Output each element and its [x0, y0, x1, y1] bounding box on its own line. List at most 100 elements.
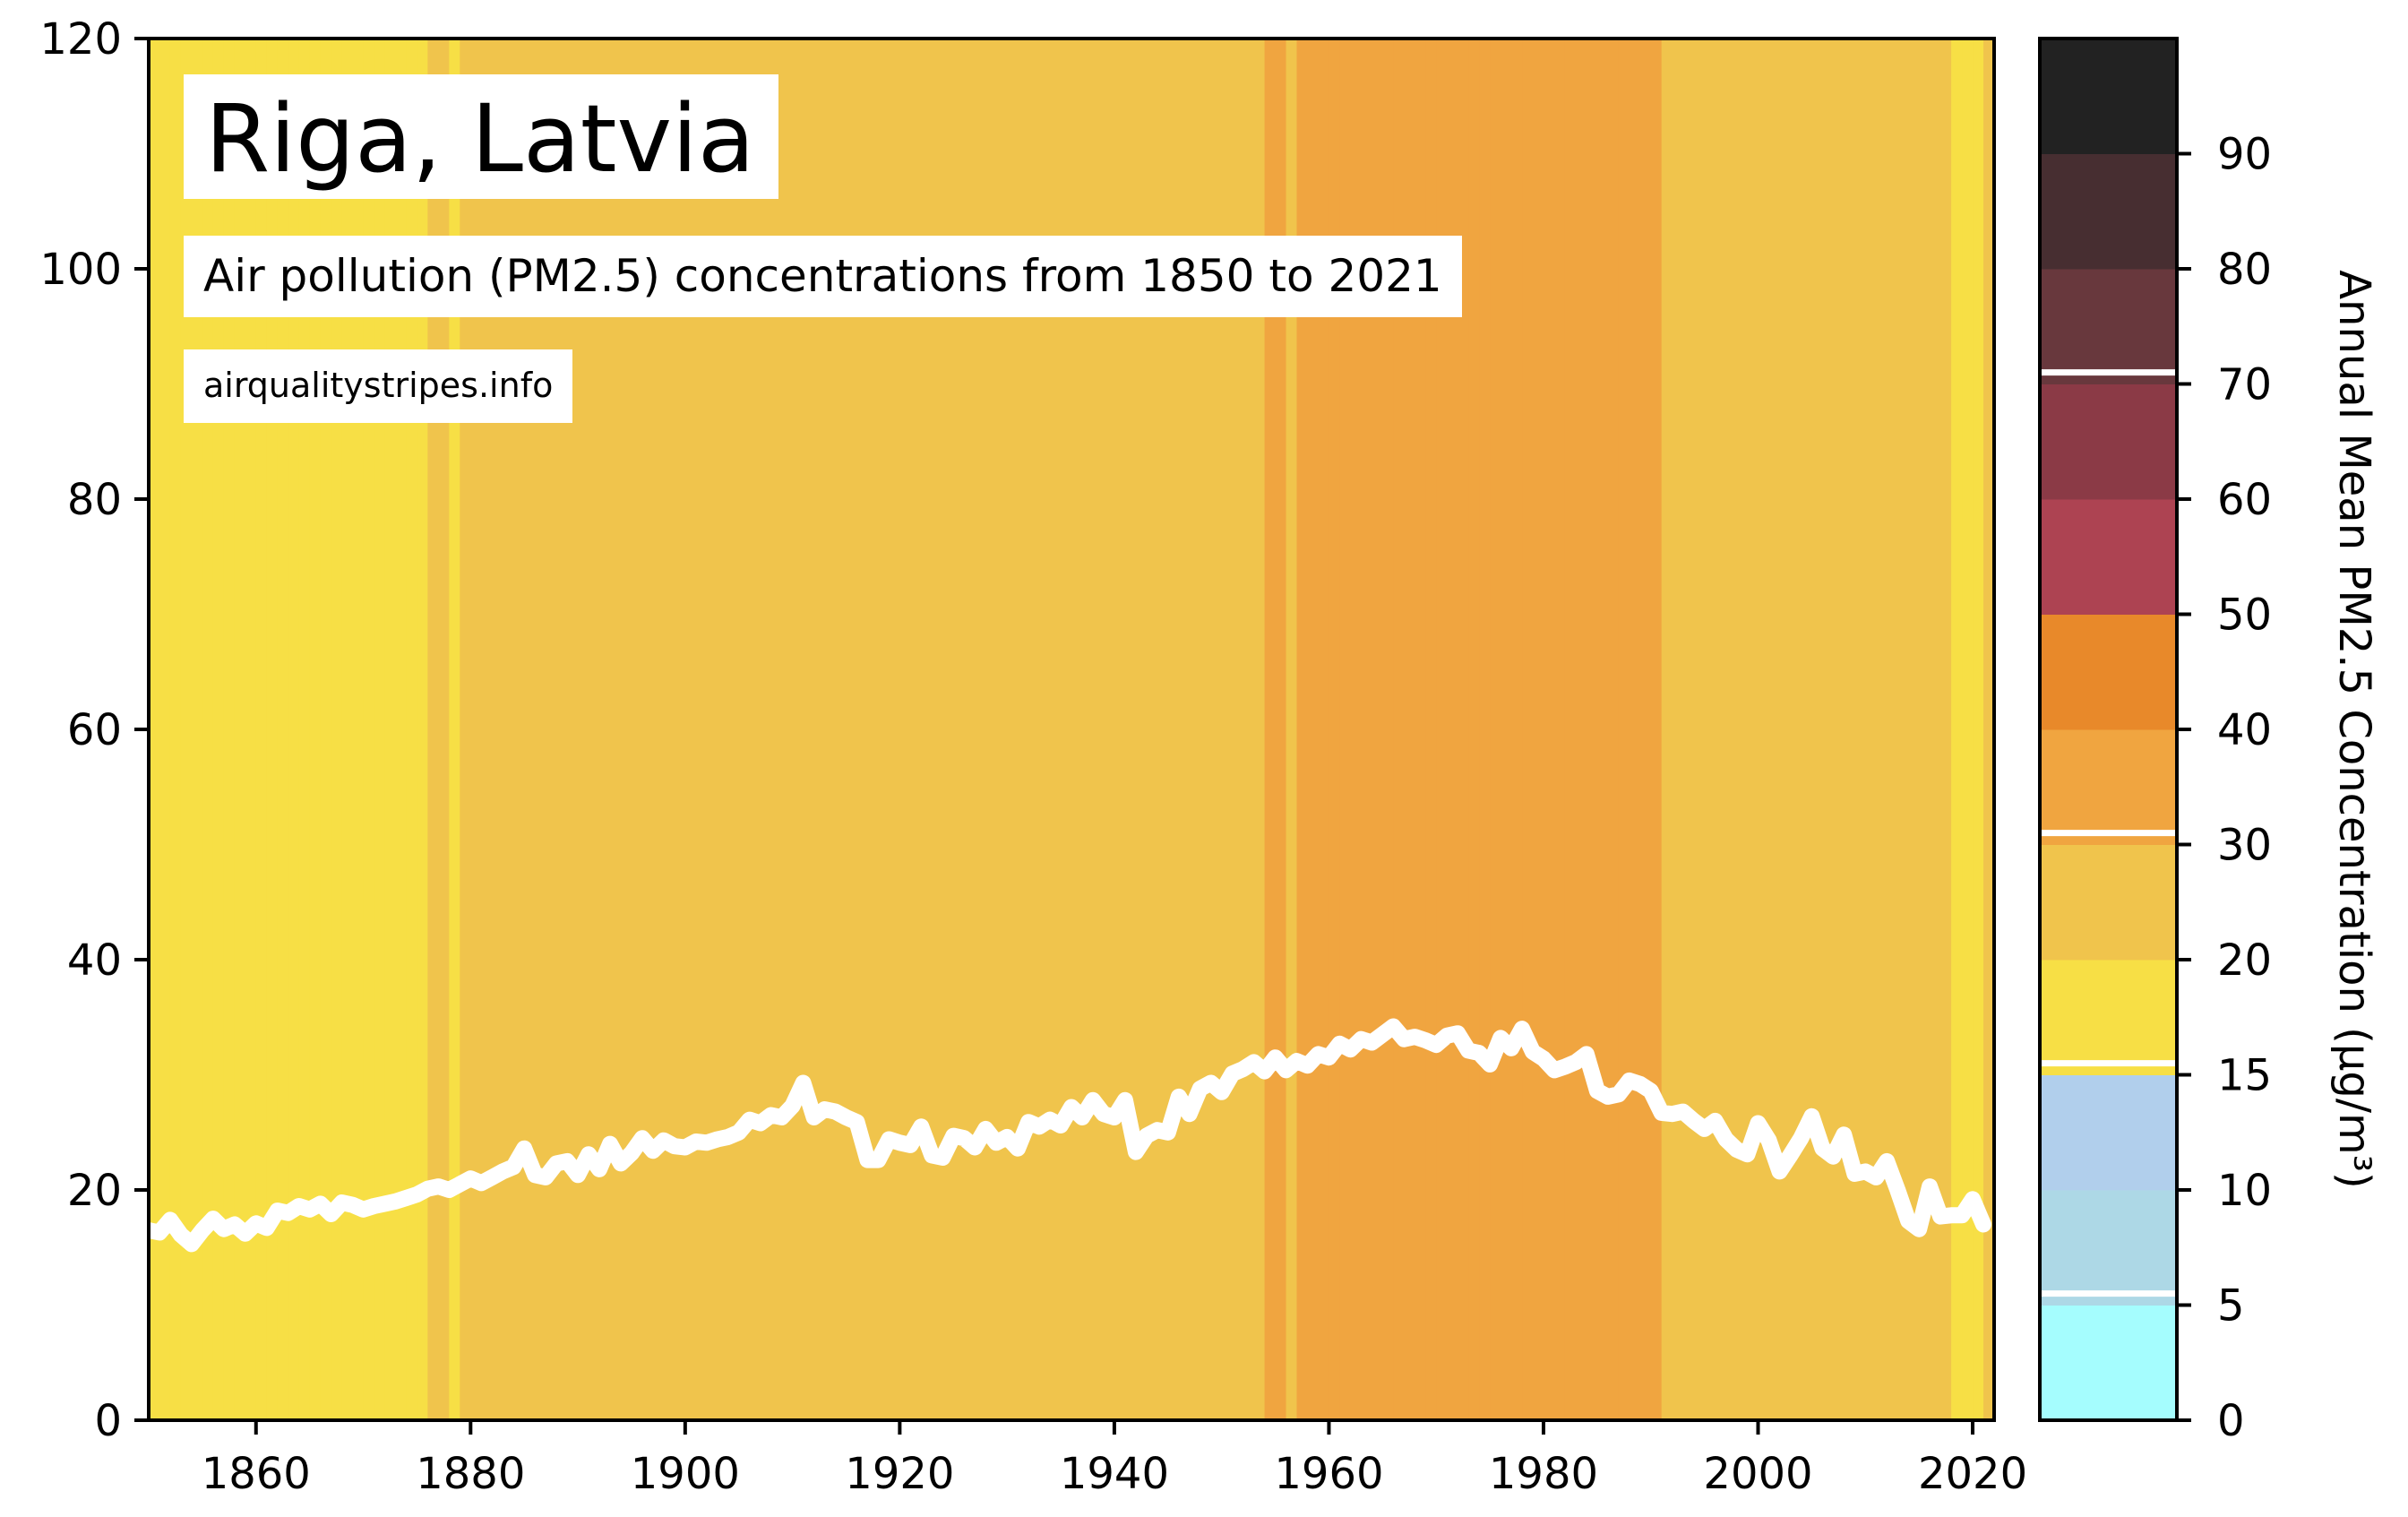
stripe-1936	[1071, 39, 1083, 1420]
stripe-1903	[717, 39, 729, 1420]
colorbar-tick-label: 20	[2217, 935, 2272, 986]
stripe-1908	[770, 39, 783, 1420]
stripe-2000	[1758, 39, 1770, 1420]
colorbar-label: Annual Mean PM2.5 Concentration (μg/m³)	[2329, 270, 2379, 1189]
stripe-1896	[641, 39, 654, 1420]
stripe-1998	[1736, 39, 1749, 1420]
stripe-2017	[1940, 39, 1952, 1420]
colorbar-tick-label: 70	[2217, 360, 2272, 410]
x-tick-label: 1980	[1489, 1449, 1598, 1499]
colorbar-tick-label: 60	[2217, 475, 2272, 525]
x-tick-label: 2020	[1918, 1449, 2027, 1499]
chart-title: Riga, Latvia	[184, 74, 778, 200]
x-tick-label: 1940	[1060, 1449, 1169, 1499]
stripe-1948	[1200, 39, 1212, 1420]
stripe-1978	[1522, 39, 1534, 1420]
stripe-1914	[835, 39, 847, 1420]
stripe-1976	[1501, 39, 1512, 1420]
stripe-1926	[964, 39, 976, 1420]
stripe-1913	[824, 39, 837, 1420]
stripe-1923	[932, 39, 943, 1420]
stripe-1901	[695, 39, 708, 1420]
stripe-1925	[953, 39, 965, 1420]
colorbar-bin	[2040, 384, 2177, 500]
colorbar-tick-label: 30	[2217, 821, 2272, 871]
stripe-1999	[1747, 39, 1759, 1420]
stripe-1918	[878, 39, 890, 1420]
stripe-1890	[578, 39, 589, 1420]
y-tick-label: 80	[67, 475, 122, 525]
y-tick-label: 120	[39, 14, 122, 65]
stripe-1991	[1661, 39, 1673, 1420]
stripe-1963	[1361, 39, 1372, 1420]
stripe-2002	[1779, 39, 1792, 1420]
stripe-1894	[620, 39, 632, 1420]
x-tick-label: 1960	[1274, 1449, 1383, 1499]
stripe-1986	[1607, 39, 1620, 1420]
y-tick-label: 40	[67, 935, 122, 986]
colorbar-bin	[2040, 269, 2177, 384]
colorbar-bin	[2040, 499, 2177, 615]
stripe-2012	[1887, 39, 1898, 1420]
stripe-1942	[1135, 39, 1148, 1420]
stripe-1922	[921, 39, 933, 1420]
stripe-2007	[1833, 39, 1845, 1420]
x-tick-label: 1860	[202, 1449, 311, 1499]
stripe-2003	[1790, 39, 1802, 1420]
stripe-2015	[1919, 39, 1931, 1420]
stripe-1958	[1307, 39, 1320, 1420]
stripe-2009	[1854, 39, 1866, 1420]
stripe-1939	[1103, 39, 1115, 1420]
stripe-2021	[1983, 39, 1995, 1420]
stripe-1994	[1693, 39, 1706, 1420]
stripe-1899	[674, 39, 686, 1420]
stripe-1927	[975, 39, 986, 1420]
stripe-1968	[1415, 39, 1426, 1420]
stripe-2020	[1973, 39, 1984, 1420]
stripe-1906	[749, 39, 761, 1420]
stripe-1907	[760, 39, 772, 1420]
y-tick-label: 0	[94, 1396, 122, 1446]
stripe-1979	[1533, 39, 1544, 1420]
stripe-1997	[1725, 39, 1738, 1420]
stripe-1966	[1393, 39, 1405, 1420]
colorbar-bin	[2040, 153, 2177, 270]
source-link[interactable]: airqualitystripes.info	[184, 349, 573, 423]
stripe-1897	[652, 39, 665, 1420]
colorbar-tick-label: 80	[2217, 245, 2272, 295]
stripe-1965	[1382, 39, 1394, 1420]
stripe-2005	[1811, 39, 1823, 1420]
stripe-1924	[942, 39, 954, 1420]
stripe-1975	[1490, 39, 1501, 1420]
stripe-2014	[1908, 39, 1920, 1420]
stripe-1911	[803, 39, 815, 1420]
stripe-1933	[1039, 39, 1051, 1420]
stripe-2013	[1897, 39, 1909, 1420]
stripe-1971	[1447, 39, 1458, 1420]
stripe-2006	[1822, 39, 1834, 1420]
stripe-1931	[1018, 39, 1029, 1420]
stripe-1945	[1167, 39, 1180, 1420]
colorbar-tick-label: 0	[2217, 1396, 2245, 1446]
stripe-1969	[1425, 39, 1437, 1420]
stripe-1980	[1543, 39, 1555, 1420]
y-axis: 0 20 40 60 80 100 120	[39, 14, 149, 1446]
stripe-2008	[1844, 39, 1855, 1420]
colorbar-bin	[2040, 39, 2177, 154]
stripe-1940	[1114, 39, 1126, 1420]
stripe-1912	[813, 39, 826, 1420]
stripe-1905	[738, 39, 751, 1420]
stripe-1851	[159, 39, 171, 1420]
stripe-1935	[1061, 39, 1072, 1420]
stripe-1934	[1050, 39, 1062, 1420]
stripe-1987	[1618, 39, 1630, 1420]
stripe-1944	[1157, 39, 1169, 1420]
colorbar: 0 5 10 15 20 30 40 50 60 70 80 90	[2038, 37, 2272, 1446]
x-tick-label: 1900	[631, 1449, 740, 1499]
colorbar-bin	[2040, 729, 2177, 845]
stripe-1988	[1629, 39, 1641, 1420]
colorbar-bin	[2040, 1190, 2177, 1306]
stripe-2004	[1801, 39, 1812, 1420]
stripe-1973	[1468, 39, 1480, 1420]
